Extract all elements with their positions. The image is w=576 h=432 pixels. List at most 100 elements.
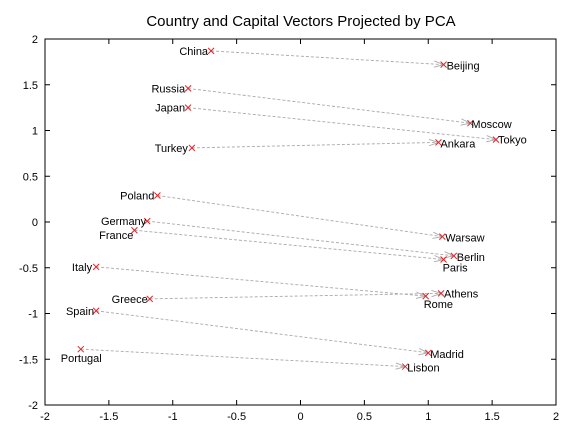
point-paris: [440, 256, 447, 263]
label-paris: Paris: [443, 263, 469, 275]
label-tokyo: Tokyo: [498, 135, 527, 147]
point-madrid: [424, 349, 432, 357]
arrow-japan: [188, 107, 497, 141]
y-tick-label: 0.5: [23, 171, 38, 183]
x-tick-label: -1: [168, 411, 178, 423]
marker-stroke: [184, 85, 192, 92]
labels-layer: China Beijing Russia Moscow Japan Tokyo Turkey…: [61, 46, 527, 375]
marker-stroke: [424, 349, 432, 357]
y-tick-label: -2: [28, 400, 38, 412]
marker-stroke: [92, 307, 100, 315]
marker-stroke: [188, 144, 196, 152]
marker-stroke: [184, 104, 192, 111]
label-italy: Italy: [72, 262, 93, 274]
arrow-france: [134, 229, 444, 260]
marker-stroke: [131, 226, 138, 234]
point-russia: [184, 85, 192, 92]
marker-stroke: [146, 295, 154, 303]
point-china: [207, 47, 215, 55]
x-tick-label: 0: [297, 411, 303, 423]
label-japan: Japan: [155, 103, 185, 115]
label-greece: Greece: [112, 294, 148, 306]
label-rome: Rome: [424, 299, 453, 311]
x-axis: -2 -1.5 -1 -0.5 0 0.5 1 1.5 2: [40, 39, 559, 423]
point-turkey: [188, 144, 196, 152]
arrow-turkey: [191, 141, 439, 149]
y-tick-label: -0.5: [19, 263, 38, 275]
x-tick-label: 1.5: [484, 411, 499, 423]
marker-stroke: [440, 61, 447, 68]
label-moscow: Moscow: [471, 119, 511, 131]
marker-stroke: [492, 136, 500, 144]
marker-stroke: [422, 292, 430, 300]
label-china: China: [179, 46, 209, 58]
x-tick-label: -2: [40, 411, 50, 423]
arrow-russia: [188, 87, 471, 124]
label-portugal: Portugal: [61, 353, 102, 365]
label-france: France: [99, 230, 133, 242]
point-moscow: [467, 119, 474, 127]
label-russia: Russia: [151, 83, 186, 95]
marker-stroke: [207, 47, 215, 55]
label-beijing: Beijing: [447, 61, 480, 73]
label-germany: Germany: [101, 216, 147, 228]
arrow-china: [211, 50, 444, 66]
marker-stroke: [92, 263, 100, 271]
point-rome: [422, 292, 430, 300]
arrow-italy: [96, 266, 426, 297]
marker-stroke: [143, 217, 151, 225]
x-tick-label: -1.5: [99, 411, 118, 423]
marker-stroke: [437, 290, 445, 297]
x-tick-label: 1: [425, 411, 431, 423]
point-portugal: [77, 345, 85, 353]
arrow-greece: [149, 292, 442, 300]
marker-stroke: [467, 119, 474, 127]
marker-stroke: [154, 192, 161, 199]
label-poland: Poland: [120, 190, 154, 202]
y-tick-label: 1.5: [23, 80, 38, 92]
point-japan: [184, 104, 192, 111]
point-france: [131, 226, 138, 234]
label-warsaw: Warsaw: [445, 233, 484, 245]
marker-stroke: [435, 139, 442, 146]
marker-stroke: [450, 252, 458, 260]
point-tokyo: [492, 136, 500, 144]
point-ankara: [435, 139, 442, 146]
point-beijing: [440, 61, 447, 68]
marker-stroke: [438, 233, 446, 240]
y-tick-label: -1: [28, 309, 38, 321]
y-tick-label: 2: [32, 34, 38, 46]
marker-stroke: [401, 363, 409, 370]
point-athens: [437, 290, 445, 297]
point-italy: [92, 263, 100, 271]
y-axis: -2 -1.5 -1 -0.5 0 0.5 1 1.5 2: [19, 34, 556, 412]
label-turkey: Turkey: [155, 143, 189, 155]
label-berlin: Berlin: [457, 252, 485, 264]
y-tick-label: 1: [32, 126, 38, 138]
x-tick-label: 2: [553, 411, 559, 423]
markers-layer: [77, 47, 500, 370]
arrow-spain: [96, 310, 429, 354]
point-warsaw: [438, 233, 446, 240]
arrow-portugal: [80, 348, 406, 368]
point-greece: [146, 295, 154, 303]
point-germany: [143, 217, 151, 225]
chart-title: Country and Capital Vectors Projected by…: [146, 13, 455, 30]
label-spain: Spain: [66, 306, 94, 318]
y-tick-label: -1.5: [19, 354, 38, 366]
point-spain: [92, 307, 100, 315]
label-athens: Athens: [444, 288, 479, 300]
point-berlin: [450, 252, 458, 260]
marker-stroke: [440, 256, 447, 263]
arrow-poland: [157, 195, 443, 238]
x-tick-label: -0.5: [227, 411, 246, 423]
arrows-layer: [80, 50, 498, 370]
label-madrid: Madrid: [430, 349, 464, 361]
label-lisbon: Lisbon: [407, 363, 439, 375]
point-lisbon: [401, 363, 409, 370]
y-tick-label: 0: [32, 217, 38, 229]
marker-stroke: [77, 345, 85, 353]
label-ankara: Ankara: [440, 138, 476, 150]
arrow-germany: [147, 220, 454, 257]
